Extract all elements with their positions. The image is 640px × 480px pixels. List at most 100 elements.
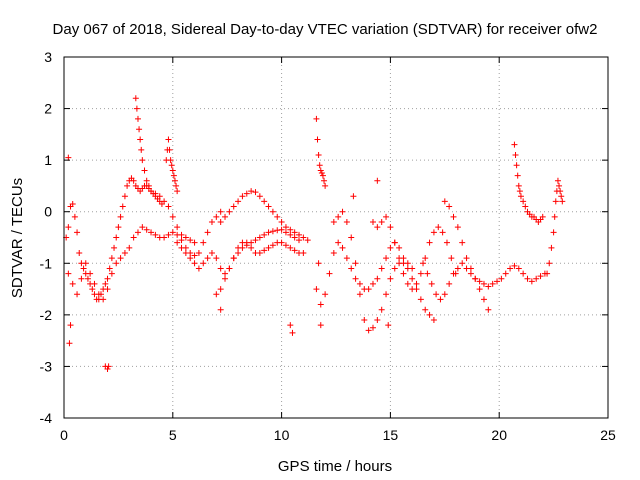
data-point (143, 226, 150, 233)
data-point (446, 203, 453, 210)
data-point (317, 322, 324, 329)
series-outliers (65, 154, 392, 373)
series-arc-f (217, 188, 311, 244)
data-point (282, 224, 289, 231)
data-point (319, 172, 326, 179)
data-point (213, 291, 220, 298)
data-points (63, 95, 566, 373)
data-point (321, 177, 328, 184)
data-point (343, 219, 350, 226)
data-point (426, 311, 433, 318)
data-point (356, 280, 363, 287)
data-point (141, 167, 148, 174)
data-point (322, 182, 329, 189)
data-point (269, 208, 276, 215)
data-point (441, 198, 448, 205)
data-point (204, 229, 211, 236)
data-point (235, 249, 242, 256)
data-point (265, 203, 272, 210)
data-point (222, 270, 229, 277)
data-point (313, 286, 320, 293)
data-point (106, 265, 113, 272)
data-point (446, 280, 453, 287)
data-point (261, 198, 268, 205)
y-tick-label: 1 (44, 152, 52, 168)
data-point (173, 182, 180, 189)
data-point (102, 280, 109, 287)
data-point (296, 231, 303, 238)
data-point (352, 260, 359, 267)
data-point (387, 244, 394, 251)
data-point (554, 177, 561, 184)
data-point (274, 213, 281, 220)
data-point (104, 366, 111, 373)
data-point (356, 291, 363, 298)
data-point (374, 317, 381, 324)
data-point (208, 219, 215, 226)
data-point (178, 237, 185, 244)
data-point (316, 162, 323, 169)
y-tick-label: -4 (40, 410, 53, 426)
data-point (422, 255, 429, 262)
data-point (317, 301, 324, 308)
data-point (546, 260, 553, 267)
data-point (169, 213, 176, 220)
data-point (170, 172, 177, 179)
data-point (476, 278, 483, 285)
data-point (339, 208, 346, 215)
data-point (152, 231, 159, 238)
data-point (296, 237, 303, 244)
x-tick-labels: 0 5 10 15 20 25 (60, 427, 616, 443)
data-point (339, 244, 346, 251)
data-point (494, 278, 501, 285)
data-point (550, 229, 557, 236)
data-point (515, 265, 522, 272)
data-point (217, 208, 224, 215)
data-point (315, 260, 322, 267)
data-point (430, 317, 437, 324)
x-tick-label: 20 (491, 427, 507, 443)
data-point (524, 275, 531, 282)
data-point (417, 270, 424, 277)
data-point (383, 291, 390, 298)
data-point (130, 234, 137, 241)
data-point (182, 249, 189, 256)
data-point (269, 228, 276, 235)
data-point (348, 234, 355, 241)
data-point (222, 213, 229, 220)
data-point (428, 280, 435, 287)
data-point (191, 252, 198, 259)
series-arc-h (313, 115, 329, 189)
data-point (113, 234, 120, 241)
data-point (117, 255, 124, 262)
data-point (248, 188, 255, 195)
data-point (463, 255, 470, 262)
data-point (91, 280, 98, 287)
data-point (335, 239, 342, 246)
data-point (513, 162, 520, 169)
data-point (287, 231, 294, 238)
data-point (161, 234, 168, 241)
data-point (248, 239, 255, 246)
data-point (291, 247, 298, 254)
data-point (420, 260, 427, 267)
data-point (66, 340, 73, 347)
data-point (537, 273, 544, 280)
data-point (512, 151, 519, 158)
data-point (82, 260, 89, 267)
grid-lines (64, 57, 608, 418)
data-point (385, 322, 392, 329)
data-point (520, 198, 527, 205)
data-point (169, 229, 176, 236)
data-point (317, 167, 324, 174)
data-point (71, 213, 78, 220)
data-point (252, 237, 259, 244)
data-point (515, 182, 522, 189)
data-point (213, 255, 220, 262)
data-point (374, 275, 381, 282)
data-point (136, 126, 143, 133)
data-point (548, 244, 555, 251)
data-point (217, 306, 224, 313)
data-point (191, 239, 198, 246)
data-point (533, 275, 540, 282)
